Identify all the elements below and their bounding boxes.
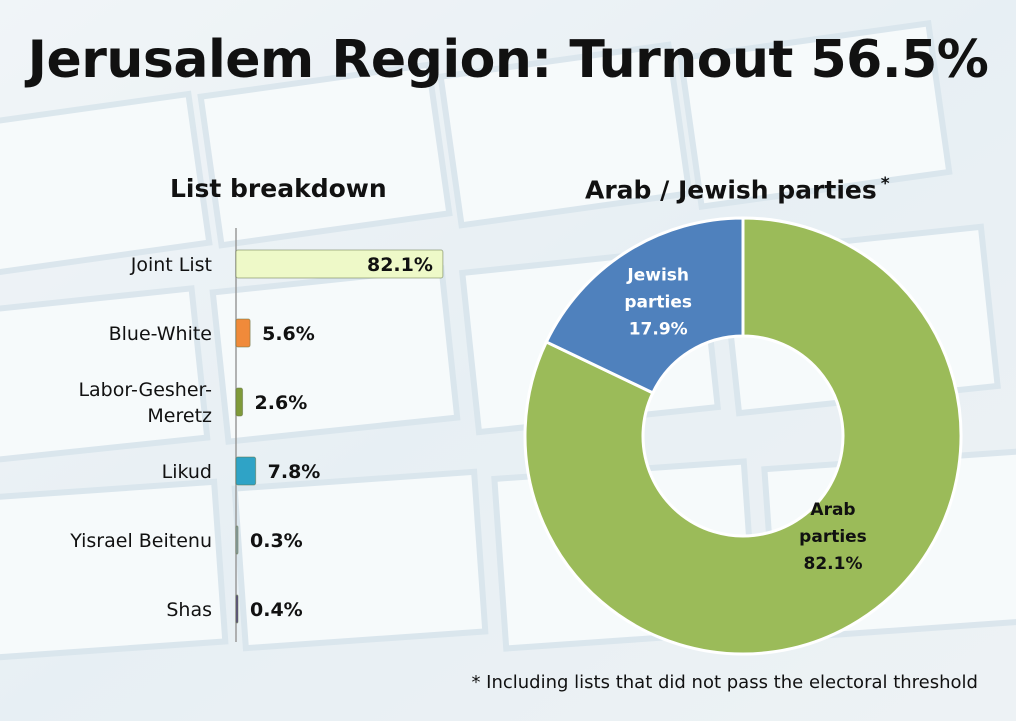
bar-shas bbox=[235, 594, 239, 624]
bar-category-label: Likud bbox=[162, 461, 212, 483]
bar-category-label: Blue-White bbox=[109, 323, 212, 345]
bar-chart-title: List breakdown bbox=[170, 174, 387, 203]
donut-slice-label: Arab parties 82.1% bbox=[799, 500, 867, 574]
bar-joint-list bbox=[235, 249, 444, 279]
bar-value-label: 82.1% bbox=[367, 254, 433, 276]
bar-category-label: Shas bbox=[166, 599, 212, 621]
donut-slice-arab bbox=[523, 216, 963, 656]
bar-likud bbox=[235, 456, 257, 486]
bar-labor-gesher-meretz bbox=[235, 387, 244, 417]
donut-chart-title: Arab / Jewish parties * bbox=[585, 174, 890, 204]
bar-category-label: Labor-Gesher-Meretz bbox=[78, 379, 212, 427]
arab-jewish-donut-chart: Arab parties 82.1% Jewish parties 17.9% bbox=[523, 216, 963, 656]
bar-category-label: Joint List bbox=[130, 254, 212, 276]
bar-value-label: 2.6% bbox=[255, 392, 308, 414]
donut-title-text: Arab / Jewish parties bbox=[585, 175, 877, 205]
donut-slice-label: Jewish parties 17.9% bbox=[624, 265, 692, 339]
donut-slice-jewish bbox=[544, 216, 745, 395]
bar-category-label: Yisrael Beitenu bbox=[69, 530, 212, 552]
bar-blue-white bbox=[235, 318, 251, 348]
footnote: * Including lists that did not pass the … bbox=[471, 672, 978, 693]
page-title: Jerusalem Region: Turnout 56.5% bbox=[27, 30, 989, 90]
donut-title-asterisk: * bbox=[880, 174, 890, 194]
list-breakdown-bar-chart: Joint List 82.1% Blue-White 5.6% Labor-Geshe… bbox=[69, 228, 444, 642]
bar-value-label: 0.4% bbox=[250, 599, 303, 621]
bar-value-label: 0.3% bbox=[250, 530, 303, 552]
bar-value-label: 5.6% bbox=[262, 323, 315, 345]
bar-value-label: 7.8% bbox=[268, 461, 321, 483]
bar-yisrael-beitenu bbox=[235, 525, 239, 555]
